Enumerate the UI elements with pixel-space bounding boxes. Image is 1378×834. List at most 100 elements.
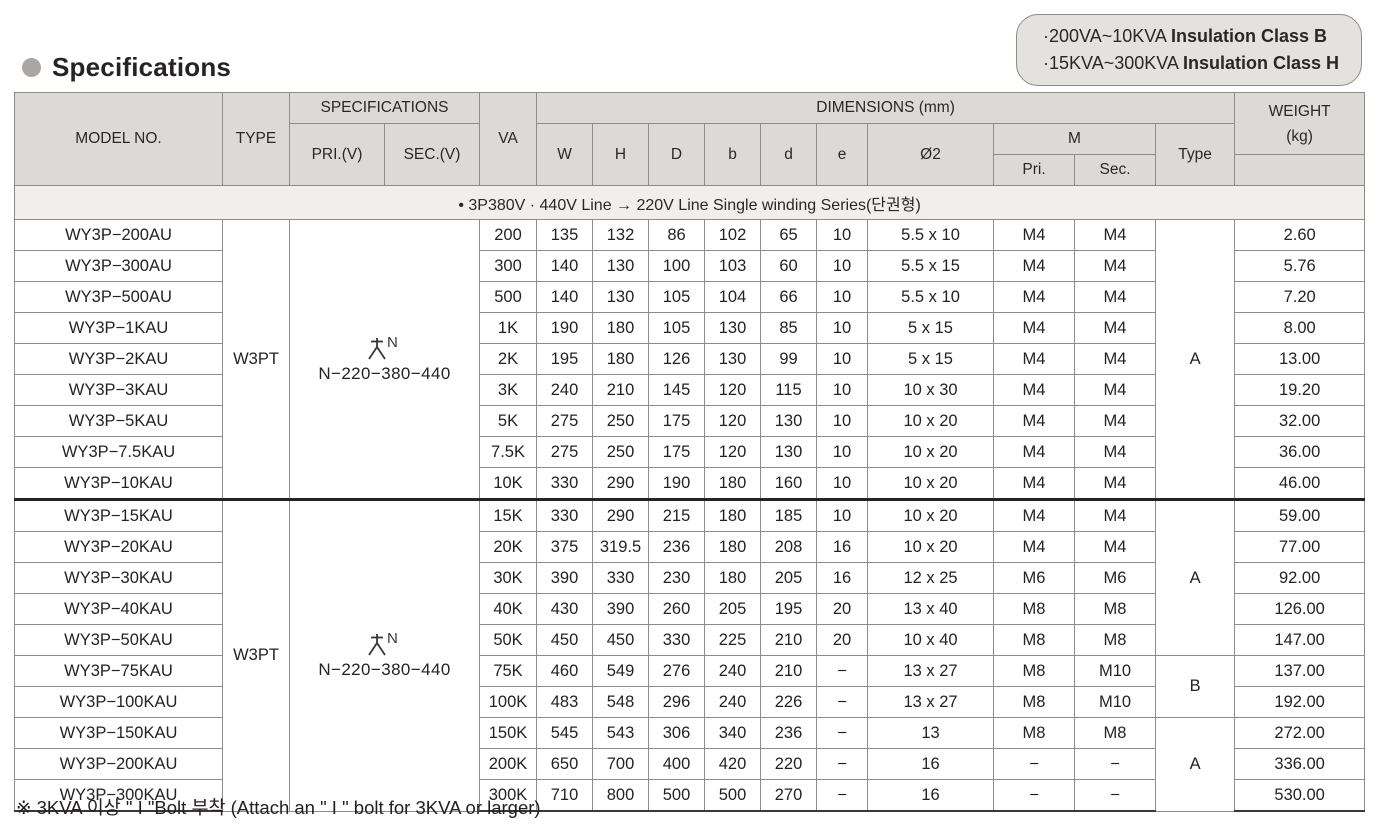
cell-va: 15K bbox=[479, 498, 538, 532]
cell-b: 205 bbox=[704, 593, 762, 625]
table-row: WY3P−200AU W3PT N N−220−380−440 200 135 … bbox=[14, 219, 1366, 500]
cell-d: 306 bbox=[648, 717, 706, 749]
col-header-e: e bbox=[816, 123, 869, 186]
cell-va: 30K bbox=[479, 562, 538, 594]
col-header-type-letter: Type bbox=[1155, 123, 1236, 186]
cell-h: 450 bbox=[592, 624, 650, 656]
col-header-va: VA bbox=[479, 92, 538, 186]
table-row: WY3P−3KAU 3K 240 210 145 120 115 10 10 x… bbox=[14, 374, 1366, 406]
cell-weight: 336.00 bbox=[1234, 748, 1366, 780]
cell-d: 400 bbox=[648, 748, 706, 780]
cell-e: 10 bbox=[816, 281, 869, 313]
col-header-m: M bbox=[993, 123, 1157, 155]
insulation-note-line1: ·200VA~10KVA Insulation Class B bbox=[1043, 23, 1339, 50]
cell-mpri: M4 bbox=[993, 436, 1076, 468]
cell-e: 16 bbox=[816, 562, 869, 594]
cell-o2: 13 x 27 bbox=[867, 686, 995, 718]
cell-e: 10 bbox=[816, 374, 869, 406]
cell-weight: 147.00 bbox=[1234, 624, 1366, 656]
weight-unit-label: (kg) bbox=[1286, 127, 1313, 145]
cell-mpri: M4 bbox=[993, 219, 1076, 251]
cell-b: 120 bbox=[704, 405, 762, 437]
cell-weight: 2.60 bbox=[1234, 219, 1366, 251]
cell-weight: 13.00 bbox=[1234, 343, 1366, 375]
cell-o2: 16 bbox=[867, 748, 995, 780]
cell-h: 290 bbox=[592, 467, 650, 500]
model-cell: WY3P−500AU bbox=[14, 281, 223, 313]
cell-w: 275 bbox=[536, 436, 594, 468]
col-header-sec-v: SEC.(V) bbox=[383, 123, 481, 186]
cell-h: 250 bbox=[592, 405, 650, 437]
cell-d2: 210 bbox=[760, 655, 818, 687]
table-row: WY3P−75KAU 75K 460 549 276 240 210 − 13 … bbox=[14, 655, 1366, 718]
cell-weight: 92.00 bbox=[1234, 562, 1366, 594]
cell-o2: 13 x 40 bbox=[867, 593, 995, 625]
cell-mpri: M6 bbox=[993, 562, 1076, 594]
cell-va: 200K bbox=[479, 748, 538, 780]
cell-va: 20K bbox=[479, 531, 538, 563]
cell-w: 390 bbox=[536, 562, 594, 594]
cell-e: 10 bbox=[816, 405, 869, 437]
cell-d: 236 bbox=[648, 531, 706, 563]
wye-connection-icon: N bbox=[291, 630, 479, 659]
col-header-o2: Ø2 bbox=[867, 123, 995, 186]
cell-va: 200 bbox=[479, 219, 538, 251]
cell-o2: 10 x 20 bbox=[867, 405, 995, 437]
mount-type-cell: A bbox=[1155, 717, 1236, 812]
cell-weight: 77.00 bbox=[1234, 531, 1366, 563]
weight-empty-cell bbox=[1234, 154, 1366, 186]
cell-va: 75K bbox=[479, 655, 538, 687]
cell-e: 10 bbox=[816, 343, 869, 375]
mount-type-cell: A bbox=[1155, 219, 1236, 500]
cell-weight: 192.00 bbox=[1234, 686, 1366, 718]
cell-b: 130 bbox=[704, 312, 762, 344]
cell-e: 10 bbox=[816, 219, 869, 251]
cell-h: 700 bbox=[592, 748, 650, 780]
cell-w: 483 bbox=[536, 686, 594, 718]
cell-d2: 85 bbox=[760, 312, 818, 344]
cell-w: 460 bbox=[536, 655, 594, 687]
specifications-table: MODEL NO. TYPE SPECIFICATIONS VA DIMENSI… bbox=[13, 92, 1366, 812]
cell-d: 175 bbox=[648, 405, 706, 437]
cell-d: 276 bbox=[648, 655, 706, 687]
cell-o2: 16 bbox=[867, 779, 995, 812]
cell-va: 7.5K bbox=[479, 436, 538, 468]
cell-o2: 5 x 15 bbox=[867, 312, 995, 344]
cell-w: 140 bbox=[536, 250, 594, 282]
cell-o2: 5.5 x 10 bbox=[867, 281, 995, 313]
cell-d2: 270 bbox=[760, 779, 818, 812]
cell-w: 195 bbox=[536, 343, 594, 375]
cell-b: 240 bbox=[704, 655, 762, 687]
col-header-h: H bbox=[592, 123, 650, 186]
cell-d2: 195 bbox=[760, 593, 818, 625]
model-cell: WY3P−300KAU bbox=[14, 779, 223, 812]
cell-b: 102 bbox=[704, 219, 762, 251]
table-row: WY3P−10KAU 10K 330 290 190 180 160 10 10… bbox=[14, 467, 1366, 500]
cell-msec: M10 bbox=[1074, 686, 1157, 718]
cell-mpri: − bbox=[993, 748, 1076, 780]
col-header-d-lower: d bbox=[760, 123, 818, 186]
table-row: WY3P−150KAU 150K 545 543 306 340 236 − 1… bbox=[14, 717, 1366, 812]
table-header: MODEL NO. TYPE SPECIFICATIONS VA DIMENSI… bbox=[14, 92, 1366, 186]
cell-e: − bbox=[816, 717, 869, 749]
col-header-b: b bbox=[704, 123, 762, 186]
cell-b: 180 bbox=[704, 531, 762, 563]
cell-va: 50K bbox=[479, 624, 538, 656]
mount-type-cell: B bbox=[1155, 655, 1236, 718]
cell-d2: 65 bbox=[760, 219, 818, 251]
cell-msec: M4 bbox=[1074, 312, 1157, 344]
cell-o2: 10 x 20 bbox=[867, 531, 995, 563]
cell-b: 130 bbox=[704, 343, 762, 375]
cell-o2: 12 x 25 bbox=[867, 562, 995, 594]
col-header-weight: WEIGHT (kg) bbox=[1234, 92, 1366, 155]
col-header-pri-v: PRI.(V) bbox=[289, 123, 385, 186]
cell-d2: 160 bbox=[760, 467, 818, 500]
cell-w: 545 bbox=[536, 717, 594, 749]
cell-d: 500 bbox=[648, 779, 706, 812]
header-row-1: MODEL NO. TYPE SPECIFICATIONS VA DIMENSI… bbox=[14, 92, 1366, 186]
connection-group2-cell: N N−220−380−440 bbox=[288, 498, 481, 812]
table-row: WY3P−50KAU 50K 450 450 330 225 210 20 10… bbox=[14, 624, 1366, 656]
section-title: Specifications bbox=[22, 52, 231, 83]
cell-d2: 60 bbox=[760, 250, 818, 282]
cell-b: 500 bbox=[704, 779, 762, 812]
